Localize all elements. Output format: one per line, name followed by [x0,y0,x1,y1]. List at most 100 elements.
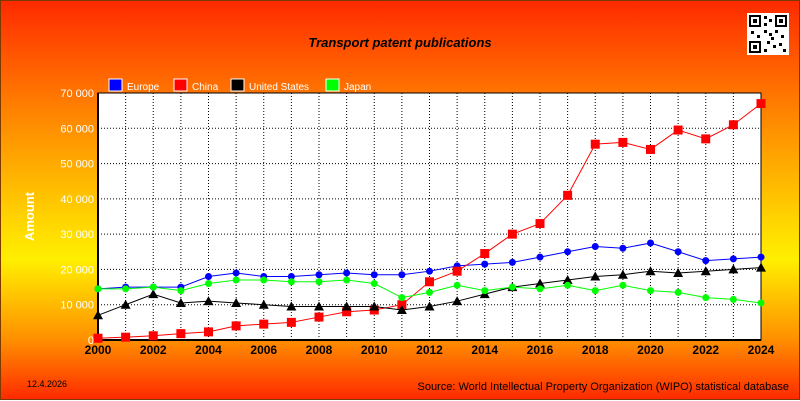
data-point [425,277,434,287]
x-tick-label: 2012 [416,343,443,357]
data-point [342,307,352,317]
data-point [315,271,323,279]
x-tick-label: 2018 [582,343,609,357]
qr-code-image [747,13,789,55]
data-point [591,287,599,295]
data-point [728,120,738,130]
data-point [314,301,324,311]
source-label: Source: World Intellectual Property Orga… [417,381,789,393]
y-tick-label: 60 000 [60,123,94,135]
data-point [397,300,407,310]
legend-label: Europe [127,82,160,93]
data-point [591,242,599,250]
x-tick-label: 2002 [140,343,167,357]
data-point [590,271,601,281]
data-point [424,301,435,311]
data-point [453,281,461,289]
data-point [757,299,765,307]
data-point [508,283,516,291]
data-point [452,296,463,306]
data-point [729,295,737,303]
data-point [508,258,516,266]
x-tick-label: 2000 [85,343,112,357]
date-label: 12.4.2026 [27,379,68,389]
data-point [175,297,186,307]
data-point [481,260,489,268]
data-point [617,269,628,279]
data-point [343,269,351,277]
y-tick-label: 20 000 [60,264,94,276]
data-point [481,287,489,295]
data-point [93,333,103,343]
data-point [203,296,214,306]
legend-label: China [192,82,219,93]
data-point [452,266,462,276]
data-point [231,297,242,307]
data-point [94,285,102,293]
data-point [149,283,157,291]
data-point [480,249,490,259]
data-point [536,253,544,261]
data-point [232,269,240,277]
data-point [258,299,269,309]
legend-label: United States [249,82,309,93]
data-point [426,288,433,296]
data-point [757,253,765,261]
data-point [700,266,711,276]
x-tick-label: 2004 [195,343,222,357]
x-tick-label: 2024 [748,343,775,357]
data-point [647,239,654,247]
data-point [121,332,131,342]
x-tick-label: 2016 [527,343,554,357]
data-point [619,244,627,252]
x-tick-label: 2008 [306,343,333,357]
x-tick-label: 2010 [361,343,388,357]
data-point [674,288,682,296]
data-point [232,276,240,284]
data-point [148,331,158,341]
data-point [369,301,380,311]
x-tick-label: 2014 [471,343,498,357]
data-point [562,275,573,285]
data-point [286,317,296,327]
chart-title: Transport patent publications [308,35,492,50]
data-point [148,289,159,299]
data-point [120,299,131,309]
legend-label: Japan [344,82,371,93]
data-point [564,248,572,256]
data-point [590,139,600,149]
data-point [122,285,130,293]
y-tick-label: 50 000 [60,159,94,171]
data-point [535,219,545,229]
data-point [343,276,351,284]
data-point [564,281,572,289]
data-point [673,267,684,277]
data-point [370,271,378,279]
data-point [673,125,683,135]
y-tick-label: 30 000 [60,229,94,241]
data-point [177,287,185,295]
data-point [702,257,710,265]
data-point [370,280,378,288]
data-point [176,329,186,339]
y-tick-label: 40 000 [60,194,94,206]
data-point [728,264,739,274]
data-point [286,301,297,311]
y-tick-label: 70 000 [60,88,94,100]
data-point [618,137,628,147]
data-point [314,312,324,322]
data-point [701,134,711,144]
y-tick-label: 10 000 [60,300,94,312]
data-point [756,262,766,272]
data-point [426,267,433,275]
data-point [205,272,212,280]
x-tick-label: 2006 [250,343,277,357]
data-point [204,327,213,337]
data-point [645,266,656,276]
x-tick-label: 2022 [692,343,719,357]
data-point [535,278,545,288]
data-point [205,280,212,288]
data-point [260,276,268,284]
